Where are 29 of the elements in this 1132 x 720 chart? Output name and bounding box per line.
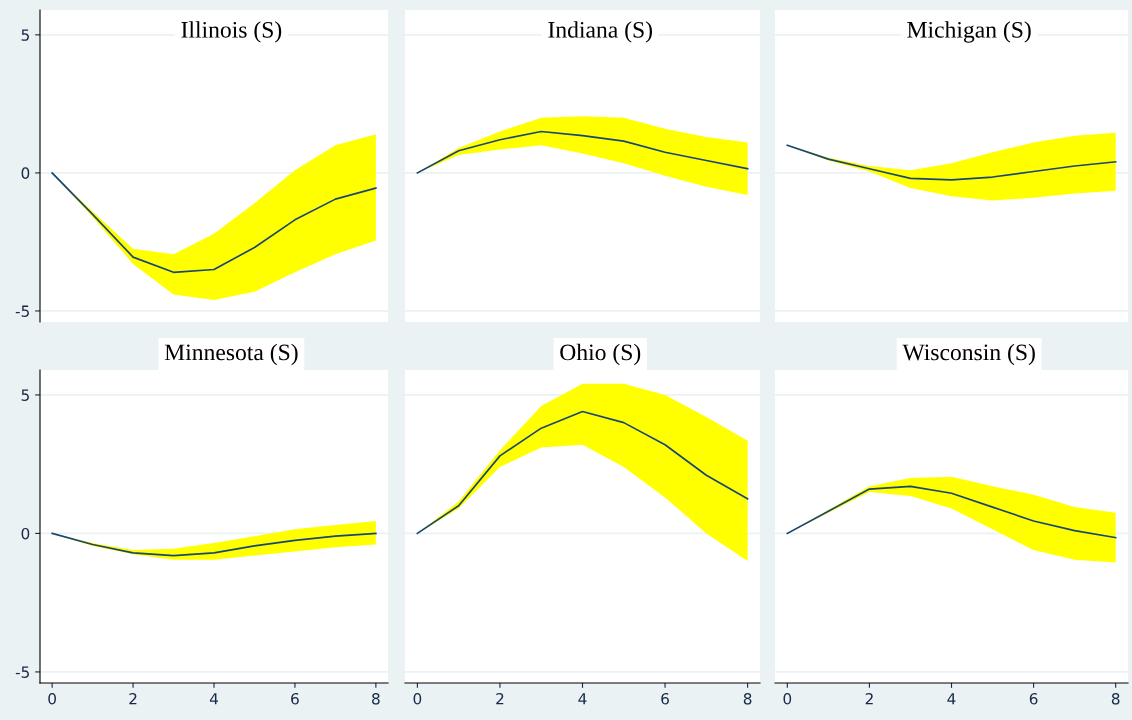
chart-title: Illinois (S)	[181, 21, 282, 43]
y-tick-label: 0	[21, 167, 30, 179]
x-tick-label: 8	[372, 692, 380, 705]
chart-title: Indiana (S)	[548, 21, 652, 43]
y-tick-label: 5	[21, 389, 29, 401]
line-series	[51, 532, 377, 557]
x-tick-label: 6	[291, 692, 299, 705]
chart-title: Michigan (S)	[907, 21, 1031, 43]
x-tick-label: 0	[48, 692, 56, 705]
x-tick-label: 8	[743, 692, 752, 705]
line-series	[51, 172, 377, 274]
chart-title: Minnesota (S)	[164, 343, 298, 366]
x-tick-label: 2	[129, 692, 137, 705]
y-tick-label: 0	[21, 527, 30, 540]
chart-title: Ohio (S)	[560, 343, 641, 366]
x-tick-label: 4	[947, 693, 956, 705]
x-tick-label: 8	[1111, 692, 1120, 705]
x-tick-label: 4	[209, 693, 218, 705]
x-tick-label: 4	[578, 693, 587, 705]
y-tick-label: -5	[15, 666, 29, 678]
y-tick-label: -5	[15, 305, 29, 317]
x-tick-label: 6	[1029, 692, 1038, 705]
y-tick-label: 5	[21, 29, 29, 41]
x-tick-label: 6	[661, 692, 669, 705]
x-tick-label: 0	[783, 692, 792, 705]
x-tick-label: 0	[413, 692, 422, 705]
x-tick-label: 2	[496, 692, 504, 705]
chart-title: Wisconsin (S)	[902, 343, 1035, 366]
x-tick-label: 2	[865, 692, 873, 705]
